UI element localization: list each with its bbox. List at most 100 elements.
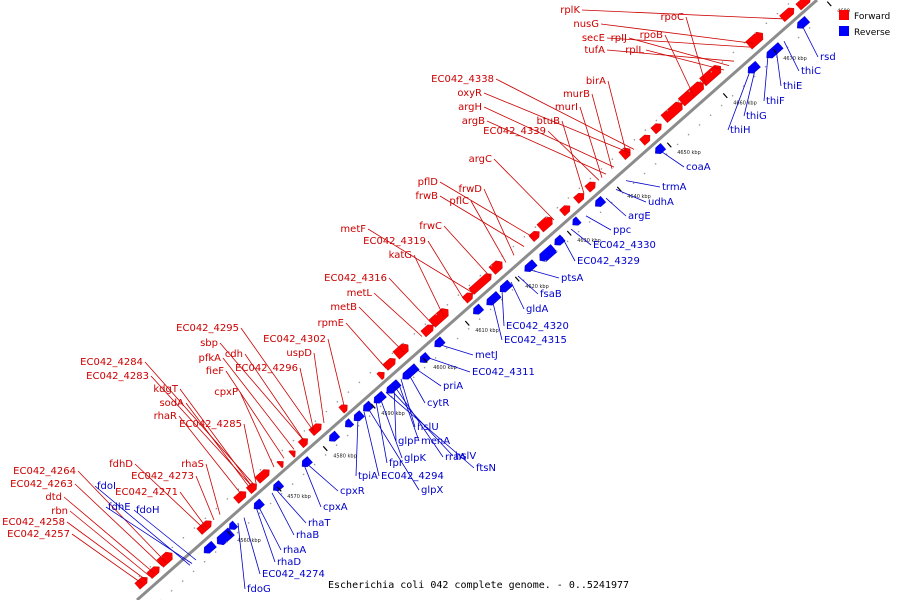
forward-gene-label: argB (462, 116, 485, 127)
spacer-dot (808, 27, 811, 29)
forward-label-leader (219, 342, 305, 441)
forward-gene-arrow (428, 308, 449, 328)
reverse-label-leader (271, 492, 295, 536)
kbp-tick-mark (722, 92, 728, 99)
kbp-tick-label: 4560 kbp (237, 538, 261, 544)
spacer-dot (281, 449, 284, 452)
forward-gene-arrow (488, 260, 503, 275)
spacer-dot (688, 90, 691, 92)
forward-gene-label: rpmE (317, 318, 344, 329)
forward-gene-arrow (297, 438, 308, 449)
forward-label-leader (225, 370, 285, 459)
spacer-dot (765, 22, 768, 25)
spacer-dot (170, 590, 173, 592)
kbp-tick-label: 4650 kbp (677, 150, 701, 156)
reverse-label-leader (133, 509, 197, 561)
reverse-gene-label: thiF (766, 96, 785, 107)
forward-label-leader (244, 353, 305, 441)
reverse-gene-label: cpxR (340, 486, 365, 497)
spacer-dot (258, 512, 261, 514)
forward-gene-label: frwD (458, 184, 482, 195)
reverse-gene-arrow (539, 244, 558, 262)
reverse-gene-label: EC042_4294 (381, 471, 444, 482)
forward-label-leader (547, 130, 600, 181)
forward-label-leader (240, 327, 315, 433)
forward-gene-label: oxyR (457, 88, 482, 99)
reverse-label-leader (105, 506, 193, 564)
forward-gene-arrow (288, 450, 296, 458)
forward-label-leader (495, 78, 635, 150)
spacer-dot (677, 100, 680, 102)
spacer-dot (611, 158, 614, 160)
reverse-label-leader (400, 378, 416, 428)
reverse-label-leader (517, 275, 539, 295)
reverse-gene-label: fsaB (540, 289, 562, 300)
spacer-dot (456, 337, 459, 340)
forward-gene-label: argH (458, 102, 482, 113)
forward-label-leader (581, 9, 783, 20)
spacer-dot (336, 401, 339, 403)
forward-gene-label: katG (389, 250, 412, 261)
spacer-dot (379, 405, 382, 408)
spacer-dot (335, 444, 338, 447)
forward-label-leader (179, 491, 207, 528)
spacer-dot (445, 347, 448, 350)
spacer-dot (269, 502, 272, 505)
reverse-gene-arrow (402, 363, 420, 380)
reverse-gene-arrow (524, 259, 538, 272)
spacer-dot (303, 430, 306, 432)
reverse-label-leader (439, 344, 474, 356)
spacer-dot (534, 226, 537, 228)
forward-gene-arrow (650, 123, 662, 135)
forward-gene-label: pfkA (199, 353, 222, 364)
reverse-gene-label: cytR (427, 398, 449, 409)
reverse-gene-arrow (329, 430, 341, 442)
spacer-dot (413, 333, 416, 335)
kbp-tick-mark (322, 445, 328, 452)
forward-gene-label: fieF (206, 366, 224, 377)
reverse-gene-label: ppc (613, 225, 631, 236)
forward-gene-arrow (745, 31, 764, 50)
spacer-dot (687, 133, 690, 136)
genome-axis (136, 0, 818, 600)
reverse-gene-label: priA (443, 381, 463, 392)
spacer-dot (544, 260, 547, 262)
forward-gene-arrow (660, 101, 683, 123)
forward-label-leader (443, 225, 491, 277)
forward-gene-label: rpoC (660, 12, 684, 23)
forward-gene-arrow (233, 491, 247, 504)
spacer-dot (138, 575, 141, 578)
forward-gene-label: murB (563, 89, 590, 100)
forward-gene-arrow (382, 358, 396, 371)
spacer-dot (644, 129, 647, 131)
spacer-dot (182, 536, 185, 539)
forward-label-leader (63, 496, 155, 574)
forward-label-leader (483, 92, 631, 154)
kbp-tick-mark (616, 186, 622, 192)
kbp-tick-label: 4640 kbp (627, 194, 651, 200)
spacer-dot (754, 32, 757, 34)
forward-gene-label: cdh (225, 349, 243, 360)
spacer-dot (567, 197, 570, 199)
spacer-dot (358, 381, 361, 384)
spacer-dot (324, 454, 327, 456)
forward-label-leader (493, 158, 555, 221)
spacer-dot (280, 493, 283, 495)
gene-arrows-layer (134, 0, 811, 590)
reverse-label-leader (363, 411, 380, 477)
reverse-label-leader (275, 489, 307, 524)
reverse-gene-arrow (473, 303, 485, 315)
reverse-gene-arrow (419, 352, 431, 363)
reverse-label-leader (510, 281, 525, 310)
spacer-dot (302, 473, 305, 476)
spacer-dot (753, 75, 756, 78)
forward-gene-arrow (639, 134, 651, 146)
forward-gene-label: nusG (573, 19, 599, 30)
forward-label-leader (579, 106, 603, 178)
reverse-gene-arrow (595, 195, 607, 207)
forward-label-leader (628, 37, 730, 66)
reverse-gene-label: trmA (662, 182, 687, 193)
kbp-tick-mark (826, 1, 832, 7)
spacer-dot (710, 71, 713, 73)
